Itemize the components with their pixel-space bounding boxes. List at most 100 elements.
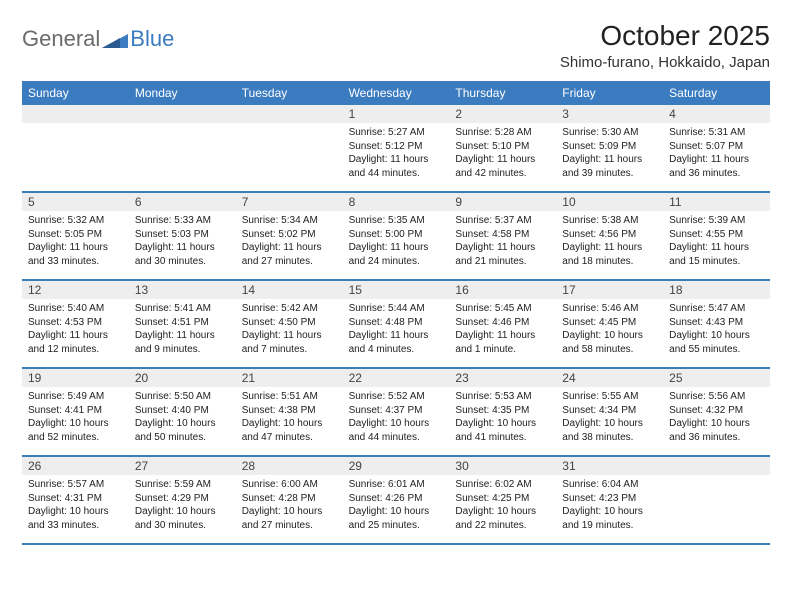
daylight-text: Daylight: 11 hours and 7 minutes. <box>242 329 337 356</box>
daylight-text: Daylight: 10 hours and 33 minutes. <box>28 505 123 532</box>
sunset-text: Sunset: 4:40 PM <box>135 404 230 418</box>
daylight-text: Daylight: 11 hours and 4 minutes. <box>349 329 444 356</box>
sunset-text: Sunset: 5:03 PM <box>135 228 230 242</box>
sunset-text: Sunset: 5:12 PM <box>349 140 444 154</box>
calendar-week: 1Sunrise: 5:27 AMSunset: 5:12 PMDaylight… <box>22 105 770 193</box>
logo-text-blue: Blue <box>130 26 174 52</box>
day-number: 3 <box>556 105 663 123</box>
sunset-text: Sunset: 4:28 PM <box>242 492 337 506</box>
day-cell: 21Sunrise: 5:51 AMSunset: 4:38 PMDayligh… <box>236 369 343 455</box>
daylight-text: Daylight: 11 hours and 9 minutes. <box>135 329 230 356</box>
calendar-week: 19Sunrise: 5:49 AMSunset: 4:41 PMDayligh… <box>22 369 770 457</box>
sunset-text: Sunset: 4:58 PM <box>455 228 550 242</box>
day-cell: 13Sunrise: 5:41 AMSunset: 4:51 PMDayligh… <box>129 281 236 367</box>
day-number: 15 <box>343 281 450 299</box>
day-number: 22 <box>343 369 450 387</box>
calendar-week: 26Sunrise: 5:57 AMSunset: 4:31 PMDayligh… <box>22 457 770 545</box>
day-number <box>22 105 129 123</box>
sunrise-text: Sunrise: 5:57 AM <box>28 478 123 492</box>
day-info: Sunrise: 5:40 AMSunset: 4:53 PMDaylight:… <box>22 299 129 362</box>
sunrise-text: Sunrise: 5:45 AM <box>455 302 550 316</box>
sunrise-text: Sunrise: 6:04 AM <box>562 478 657 492</box>
weekday-wednesday: Wednesday <box>343 81 450 105</box>
daylight-text: Daylight: 10 hours and 41 minutes. <box>455 417 550 444</box>
day-info: Sunrise: 5:37 AMSunset: 4:58 PMDaylight:… <box>449 211 556 274</box>
logo: General Blue <box>22 26 174 52</box>
day-info: Sunrise: 5:28 AMSunset: 5:10 PMDaylight:… <box>449 123 556 186</box>
day-info: Sunrise: 6:04 AMSunset: 4:23 PMDaylight:… <box>556 475 663 538</box>
sunset-text: Sunset: 5:10 PM <box>455 140 550 154</box>
day-number: 11 <box>663 193 770 211</box>
day-number: 13 <box>129 281 236 299</box>
daylight-text: Daylight: 11 hours and 44 minutes. <box>349 153 444 180</box>
day-cell: 22Sunrise: 5:52 AMSunset: 4:37 PMDayligh… <box>343 369 450 455</box>
logo-text-general: General <box>22 26 100 52</box>
day-number: 23 <box>449 369 556 387</box>
day-info: Sunrise: 5:57 AMSunset: 4:31 PMDaylight:… <box>22 475 129 538</box>
day-number: 14 <box>236 281 343 299</box>
sunset-text: Sunset: 4:56 PM <box>562 228 657 242</box>
sunrise-text: Sunrise: 5:59 AM <box>135 478 230 492</box>
location: Shimo-furano, Hokkaido, Japan <box>560 54 770 71</box>
daylight-text: Daylight: 11 hours and 33 minutes. <box>28 241 123 268</box>
sunset-text: Sunset: 5:07 PM <box>669 140 764 154</box>
day-info: Sunrise: 5:44 AMSunset: 4:48 PMDaylight:… <box>343 299 450 362</box>
daylight-text: Daylight: 11 hours and 18 minutes. <box>562 241 657 268</box>
day-number <box>129 105 236 123</box>
day-cell: 20Sunrise: 5:50 AMSunset: 4:40 PMDayligh… <box>129 369 236 455</box>
weekday-thursday: Thursday <box>449 81 556 105</box>
day-number: 27 <box>129 457 236 475</box>
daylight-text: Daylight: 11 hours and 36 minutes. <box>669 153 764 180</box>
day-cell: 2Sunrise: 5:28 AMSunset: 5:10 PMDaylight… <box>449 105 556 191</box>
sunrise-text: Sunrise: 5:47 AM <box>669 302 764 316</box>
sunrise-text: Sunrise: 5:49 AM <box>28 390 123 404</box>
day-cell: 5 Sunrise: 5:32 AMSunset: 5:05 PMDaylight… <box>22 193 129 279</box>
daylight-text: Daylight: 10 hours and 22 minutes. <box>455 505 550 532</box>
daylight-text: Daylight: 11 hours and 39 minutes. <box>562 153 657 180</box>
day-number: 5 <box>22 193 129 211</box>
day-number: 8 <box>343 193 450 211</box>
day-info: Sunrise: 5:31 AMSunset: 5:07 PMDaylight:… <box>663 123 770 186</box>
day-cell: 1Sunrise: 5:27 AMSunset: 5:12 PMDaylight… <box>343 105 450 191</box>
day-number: 30 <box>449 457 556 475</box>
sunrise-text: Sunrise: 5:28 AM <box>455 126 550 140</box>
day-info: Sunrise: 5:41 AMSunset: 4:51 PMDaylight:… <box>129 299 236 362</box>
weekday-monday: Monday <box>129 81 236 105</box>
day-cell: 14Sunrise: 5:42 AMSunset: 4:50 PMDayligh… <box>236 281 343 367</box>
day-cell: 19Sunrise: 5:49 AMSunset: 4:41 PMDayligh… <box>22 369 129 455</box>
sunset-text: Sunset: 5:09 PM <box>562 140 657 154</box>
day-cell: 9Sunrise: 5:37 AMSunset: 4:58 PMDaylight… <box>449 193 556 279</box>
calendar-week: 5Sunrise: 5:32 AMSunset: 5:05 PMDaylight… <box>22 193 770 281</box>
day-number: 31 <box>556 457 663 475</box>
daylight-text: Daylight: 10 hours and 58 minutes. <box>562 329 657 356</box>
day-info: Sunrise: 5:39 AMSunset: 4:55 PMDaylight:… <box>663 211 770 274</box>
sunset-text: Sunset: 4:29 PM <box>135 492 230 506</box>
day-number: 10 <box>556 193 663 211</box>
daylight-text: Daylight: 11 hours and 12 minutes. <box>28 329 123 356</box>
day-cell <box>22 105 129 191</box>
sunrise-text: Sunrise: 5:51 AM <box>242 390 337 404</box>
day-cell: 29Sunrise: 6:01 AMSunset: 4:26 PMDayligh… <box>343 457 450 543</box>
day-cell: 8Sunrise: 5:35 AMSunset: 5:00 PMDaylight… <box>343 193 450 279</box>
sunrise-text: Sunrise: 5:32 AM <box>28 214 123 228</box>
sunrise-text: Sunrise: 5:31 AM <box>669 126 764 140</box>
day-cell: 6Sunrise: 5:33 AMSunset: 5:03 PMDaylight… <box>129 193 236 279</box>
day-number: 17 <box>556 281 663 299</box>
day-info: Sunrise: 6:00 AMSunset: 4:28 PMDaylight:… <box>236 475 343 538</box>
day-info: Sunrise: 5:35 AMSunset: 5:00 PMDaylight:… <box>343 211 450 274</box>
sunrise-text: Sunrise: 5:34 AM <box>242 214 337 228</box>
sunset-text: Sunset: 5:05 PM <box>28 228 123 242</box>
day-info: Sunrise: 5:33 AMSunset: 5:03 PMDaylight:… <box>129 211 236 274</box>
day-info: Sunrise: 5:30 AMSunset: 5:09 PMDaylight:… <box>556 123 663 186</box>
day-info: Sunrise: 6:02 AMSunset: 4:25 PMDaylight:… <box>449 475 556 538</box>
weekday-friday: Friday <box>556 81 663 105</box>
day-cell: 28Sunrise: 6:00 AMSunset: 4:28 PMDayligh… <box>236 457 343 543</box>
day-number <box>663 457 770 475</box>
day-number: 20 <box>129 369 236 387</box>
day-cell: 27Sunrise: 5:59 AMSunset: 4:29 PMDayligh… <box>129 457 236 543</box>
day-number: 16 <box>449 281 556 299</box>
sunset-text: Sunset: 4:43 PM <box>669 316 764 330</box>
daylight-text: Daylight: 11 hours and 1 minute. <box>455 329 550 356</box>
day-number: 7 <box>236 193 343 211</box>
day-info: Sunrise: 5:27 AMSunset: 5:12 PMDaylight:… <box>343 123 450 186</box>
